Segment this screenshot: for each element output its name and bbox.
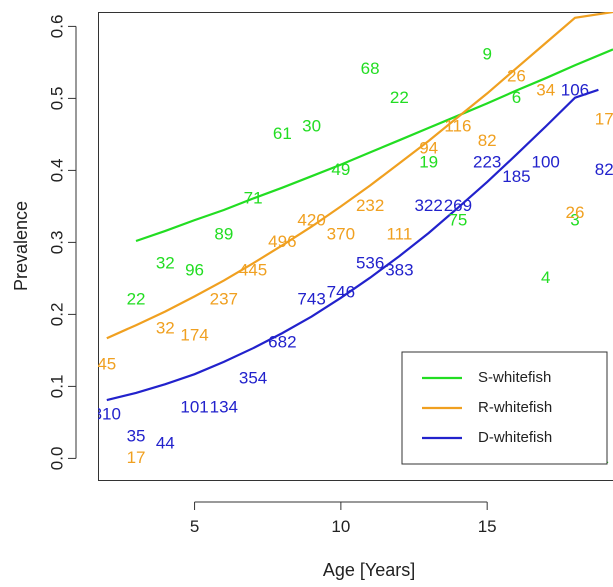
data-label-d-whitefish: 223 <box>473 153 501 172</box>
data-label-r-whitefish: 45 <box>97 354 116 373</box>
data-label-r-whitefish: 111 <box>386 225 412 244</box>
fitted-curves <box>106 12 613 402</box>
data-label-d-whitefish: 682 <box>268 333 296 352</box>
axes: 5 10 15 0.0 0.1 0.2 0.3 0.4 0.5 0.6 Age [Years] Pre… <box>11 12 613 580</box>
data-label-s-whitefish: 32 <box>156 253 175 272</box>
data-label-s-whitefish: 75 <box>448 210 467 229</box>
x-axis-title: Age [Years] <box>323 560 415 580</box>
legend-label: S-whitefish <box>478 369 551 386</box>
data-label-r-whitefish: 82 <box>478 131 497 150</box>
data-label-s-whitefish: 96 <box>185 261 204 280</box>
x-tick-label: 15 <box>478 517 497 536</box>
data-label-s-whitefish: 22 <box>390 88 409 107</box>
data-label-d-whitefish: 100 <box>532 153 560 172</box>
legend-label: R-whitefish <box>478 399 552 416</box>
data-label-s-whitefish: 9 <box>482 45 491 64</box>
curve-s-whitefish <box>135 48 613 243</box>
y-tick-label: 0.0 <box>47 447 66 471</box>
y-tick-label: 0.3 <box>47 231 66 255</box>
data-label-r-whitefish: 17 <box>127 448 146 467</box>
y-tick-label: 0.2 <box>47 303 66 327</box>
data-label-r-whitefish: 174 <box>180 325 208 344</box>
data-label-s-whitefish: 4 <box>541 268 550 287</box>
data-label-s-whitefish: 71 <box>244 189 263 208</box>
data-label-d-whitefish: 101 <box>180 397 208 416</box>
data-label-d-whitefish: 35 <box>127 426 146 445</box>
data-label-d-whitefish: 383 <box>385 261 413 280</box>
data-label-s-whitefish: 61 <box>273 124 292 143</box>
data-label-s-whitefish: 19 <box>419 153 438 172</box>
curve-d-whitefish <box>106 88 599 402</box>
data-label-d-whitefish: 106 <box>561 81 589 100</box>
y-axis-title: Prevalence <box>11 201 31 291</box>
data-label-d-whitefish: 185 <box>502 167 530 186</box>
data-label-s-whitefish: 30 <box>302 117 321 136</box>
data-label-d-whitefish: 746 <box>327 282 355 301</box>
data-label-r-whitefish: 26 <box>507 66 526 85</box>
data-label-d-whitefish: 269 <box>444 196 472 215</box>
plot-frame <box>98 12 613 481</box>
data-label-r-whitefish: 17 <box>595 109 613 128</box>
data-label-s-whitefish: 68 <box>361 59 380 78</box>
legend-label: D-whitefish <box>478 429 552 446</box>
data-label-d-whitefish: 310 <box>93 405 121 424</box>
y-tick-label: 0.4 <box>47 159 66 183</box>
data-label-s-whitefish: 49 <box>331 160 350 179</box>
data-label-d-whitefish: 134 <box>210 397 238 416</box>
data-label-s-whitefish: 89 <box>214 225 233 244</box>
y-tick-label: 0.6 <box>47 15 66 39</box>
data-label-r-whitefish: 116 <box>444 117 471 136</box>
data-label-r-whitefish: 94 <box>419 138 438 157</box>
data-label-r-whitefish: 420 <box>297 210 325 229</box>
y-tick-label: 0.1 <box>47 375 66 399</box>
curve-r-whitefish <box>106 12 613 340</box>
data-label-r-whitefish: 370 <box>327 225 355 244</box>
data-labels: 2232968971613049682219759643145173217423… <box>93 45 613 467</box>
data-label-r-whitefish: 32 <box>156 318 175 337</box>
data-label-r-whitefish: 232 <box>356 196 384 215</box>
data-label-r-whitefish: 26 <box>565 203 584 222</box>
data-label-r-whitefish: 496 <box>268 232 296 251</box>
y-tick-label: 0.5 <box>47 87 66 111</box>
data-label-d-whitefish: 44 <box>156 433 175 452</box>
x-tick-label: 5 <box>190 517 199 536</box>
legend: S-whitefish R-whitefish D-whitefish <box>401 351 608 465</box>
data-label-d-whitefish: 354 <box>239 369 267 388</box>
data-label-s-whitefish: 22 <box>127 289 146 308</box>
data-label-r-whitefish: 445 <box>239 261 267 280</box>
data-label-r-whitefish: 34 <box>536 81 555 100</box>
data-label-d-whitefish: 322 <box>414 196 442 215</box>
data-label-r-whitefish: 237 <box>210 289 238 308</box>
data-label-s-whitefish: 6 <box>512 88 521 107</box>
data-label-d-whitefish: 82 <box>595 160 613 179</box>
data-label-s-whitefish: 3 <box>570 210 579 229</box>
data-label-d-whitefish: 536 <box>356 253 384 272</box>
data-label-d-whitefish: 743 <box>297 289 325 308</box>
x-tick-label: 10 <box>331 517 350 536</box>
